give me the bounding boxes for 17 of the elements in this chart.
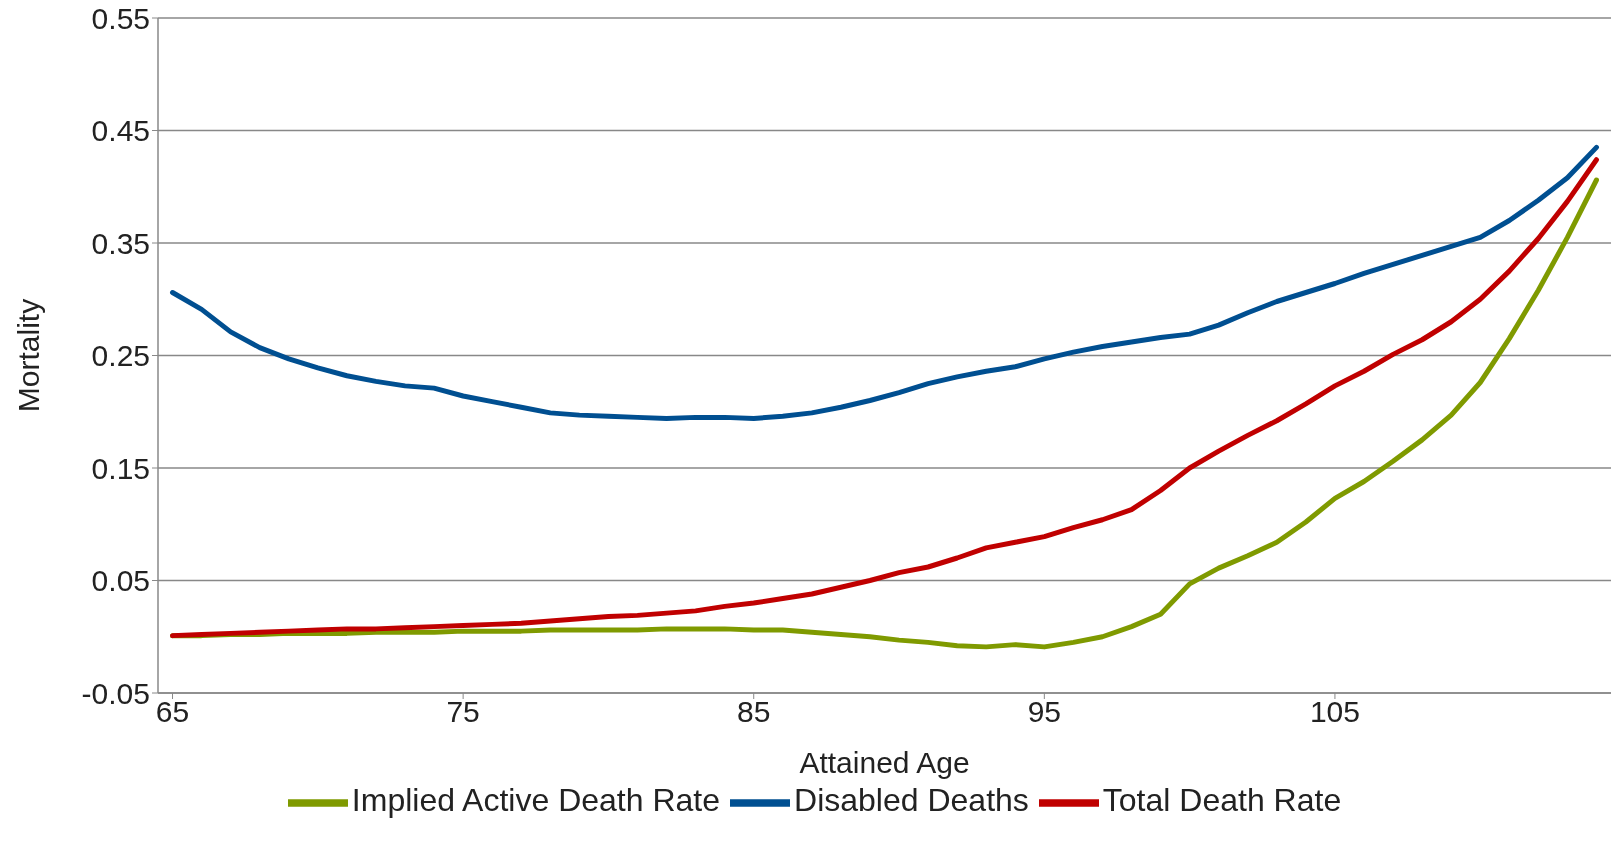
legend-label: Implied Active Death Rate — [351, 782, 721, 819]
y-tick-label: -0.05 — [81, 676, 150, 710]
x-axis-title: Attained Age — [799, 746, 970, 779]
x-tick-label: 65 — [155, 695, 190, 729]
y-tick-label: 0.55 — [91, 1, 150, 35]
x-tick-label: 75 — [446, 695, 480, 729]
x-tick-label: 95 — [1027, 695, 1062, 729]
y-tick-label: 0.15 — [91, 451, 150, 485]
legend-label: Disabled Deaths — [794, 782, 1029, 819]
x-tick-label: 85 — [737, 695, 771, 729]
y-tick-label: 0.45 — [91, 114, 150, 148]
y-tick-label: 0.25 — [91, 339, 150, 373]
y-tick-label: 0.05 — [91, 564, 150, 598]
legend-label: Total Death Rate — [1102, 782, 1342, 819]
y-tick-label: 0.35 — [91, 226, 150, 260]
x-tick-label: 105 — [1309, 695, 1360, 729]
y-axis-title: Mortality — [11, 298, 45, 413]
